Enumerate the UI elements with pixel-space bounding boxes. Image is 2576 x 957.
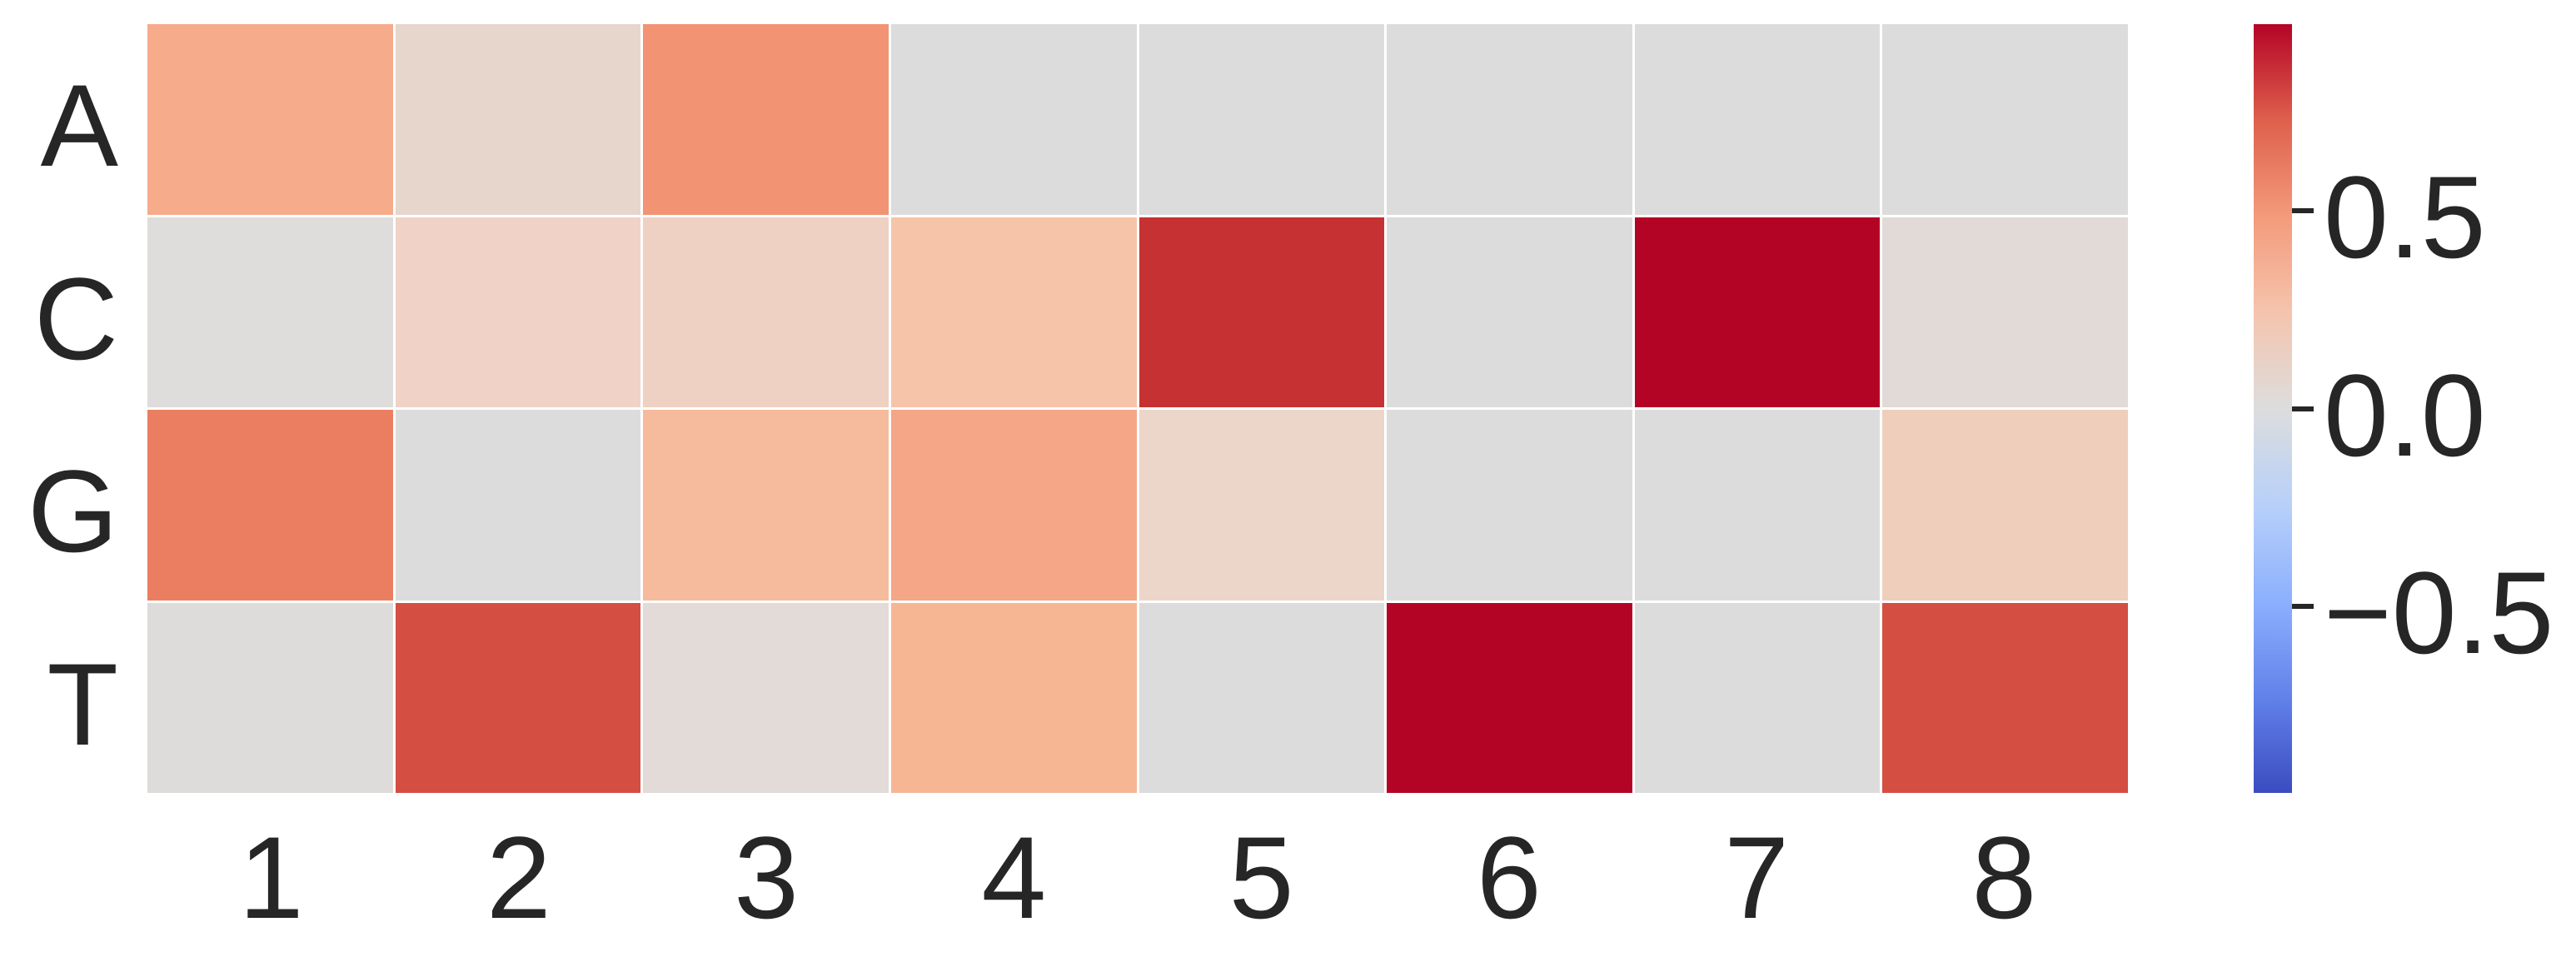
heatmap-cell-T7 — [1634, 602, 1881, 793]
heatmap-cell-C6 — [1387, 217, 1632, 407]
heatmap-cell-G7 — [1634, 410, 1881, 601]
heatmap-cell-C7 — [1634, 217, 1881, 407]
heatmap-cell-A8 — [1882, 24, 2128, 215]
colorbar-tick-label-0.0: 0.0 — [2324, 349, 2486, 481]
heatmap-cell-T4 — [890, 602, 1137, 793]
heatmap-cell-G3 — [643, 410, 889, 601]
heatmap-cell-G4 — [890, 410, 1137, 601]
heatmap-cell-T5 — [1139, 602, 1385, 793]
heatmap-cell-G1 — [147, 410, 393, 601]
y-tick-label-T: T — [47, 638, 118, 770]
heatmap-cell-C4 — [890, 217, 1137, 407]
colorbar-tick-label-−0.5: −0.5 — [2324, 547, 2554, 679]
colorbar-gradient — [2254, 24, 2292, 793]
y-tick-label-G: G — [27, 446, 118, 577]
colorbar-tick-label-0.5: 0.5 — [2324, 151, 2486, 282]
heatmap-cell-A7 — [1634, 24, 1881, 215]
heatmap-cell-C1 — [147, 217, 393, 407]
colorbar-tick-mark-0.5 — [2292, 207, 2314, 213]
heatmap-cell-G6 — [1387, 410, 1632, 601]
heatmap-cell-T2 — [395, 602, 641, 793]
x-tick-label-6: 6 — [1476, 812, 1542, 943]
heatmap-cell-C5 — [1139, 217, 1385, 407]
heatmap-cell-A3 — [643, 24, 889, 215]
x-tick-label-1: 1 — [238, 812, 304, 943]
heatmap-cell-G2 — [395, 410, 641, 601]
x-tick-label-4: 4 — [981, 812, 1047, 943]
y-tick-label-C: C — [33, 252, 118, 384]
x-tick-label-8: 8 — [1971, 812, 2037, 943]
heatmap-cell-C8 — [1882, 217, 2128, 407]
heatmap-cell-T1 — [147, 602, 393, 793]
heatmap-cell-G8 — [1882, 410, 2128, 601]
x-tick-label-5: 5 — [1228, 812, 1294, 943]
heatmap-cell-A4 — [890, 24, 1137, 215]
x-tick-label-7: 7 — [1724, 812, 1790, 943]
heatmap-cell-C3 — [643, 217, 889, 407]
colorbar-tick-mark-0.0 — [2292, 406, 2314, 411]
heatmap-cell-T3 — [643, 602, 889, 793]
y-tick-label-A: A — [40, 60, 118, 192]
heatmap-cell-G5 — [1139, 410, 1385, 601]
heatmap-cell-A6 — [1387, 24, 1632, 215]
x-tick-label-2: 2 — [486, 812, 551, 943]
heatmap-grid — [147, 24, 2128, 793]
heatmap-cell-A5 — [1139, 24, 1385, 215]
heatmap-cell-C2 — [395, 217, 641, 407]
heatmap-cell-T8 — [1882, 602, 2128, 793]
heatmap-cell-A1 — [147, 24, 393, 215]
colorbar-tick-mark-−0.5 — [2292, 604, 2314, 610]
heatmap-cell-A2 — [395, 24, 641, 215]
heatmap-cell-T6 — [1387, 602, 1632, 793]
x-tick-label-3: 3 — [734, 812, 800, 943]
